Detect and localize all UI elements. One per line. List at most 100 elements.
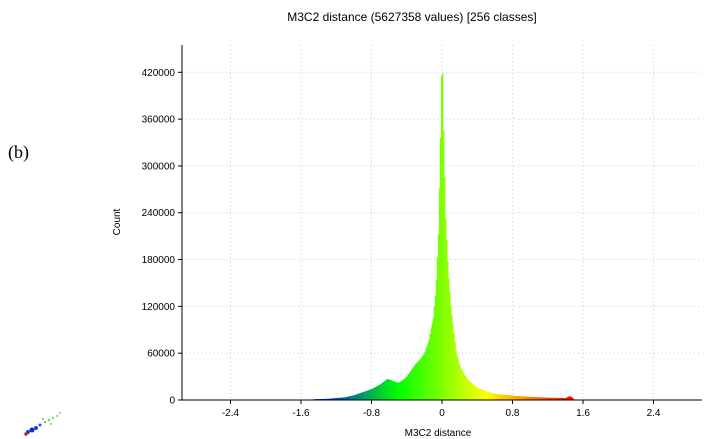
- histogram-bar: [469, 382, 472, 400]
- histogram-bar: [568, 396, 570, 400]
- histogram-bar: [385, 380, 387, 400]
- y-tick-label: 360000: [142, 115, 176, 126]
- y-tick-label: 240000: [142, 208, 176, 219]
- histogram-bar: [482, 389, 484, 400]
- histogram-bar: [328, 398, 330, 400]
- histogram-bar: [530, 396, 533, 400]
- histogram-bar: [449, 292, 451, 400]
- histogram-bar: [332, 398, 334, 400]
- histogram-bar: [477, 387, 479, 400]
- histogram-bar: [390, 380, 392, 400]
- histogram-bar: [500, 394, 503, 400]
- tick-labels: -2.4 -1.6 -0.8 0 0.8 1.6 2.4 0 60000 120000 180000…: [142, 68, 661, 419]
- histogram-bar: [422, 355, 424, 400]
- histogram-bar: [542, 397, 544, 400]
- histogram-bar: [334, 398, 336, 400]
- histogram-bar: [322, 398, 324, 400]
- thumbnail-point: [24, 432, 28, 436]
- histogram-bar: [471, 383, 474, 400]
- histogram-bar: [339, 397, 342, 400]
- histogram-bar: [520, 396, 522, 400]
- histogram-bar: [509, 395, 511, 400]
- histogram-bar: [489, 392, 491, 400]
- histogram-bar: [396, 382, 398, 400]
- histogram-bar: [393, 381, 395, 400]
- histogram-bar: [408, 372, 411, 400]
- histogram-bar: [324, 398, 326, 400]
- histogram-bar: [467, 380, 470, 400]
- histogram-bar: [499, 394, 502, 400]
- histogram-bar: [552, 397, 554, 400]
- histogram-bar: [526, 396, 529, 400]
- histogram-bar: [354, 395, 356, 400]
- histogram-bar: [415, 364, 417, 400]
- histogram-bar: [465, 377, 468, 400]
- histogram-bar: [532, 397, 535, 400]
- histogram-bar: [435, 279, 438, 400]
- histogram-bar: [343, 397, 346, 400]
- histogram-bar: [566, 397, 569, 400]
- histogram-bar: [358, 393, 360, 400]
- histogram-bar: [523, 396, 525, 400]
- histogram-bar: [418, 360, 420, 400]
- histogram-bar: [558, 397, 561, 400]
- histogram-bar: [464, 375, 467, 400]
- histogram-bar: [442, 73, 444, 400]
- thumbnail-point: [48, 419, 50, 421]
- histogram-bar: [389, 379, 391, 400]
- histogram-bar: [424, 351, 426, 400]
- histogram-bar: [409, 371, 412, 400]
- histogram-bar: [341, 397, 344, 400]
- histogram-bar: [382, 382, 384, 400]
- histogram-bar: [369, 389, 372, 400]
- histogram-bar: [434, 296, 437, 400]
- thumbnail-point: [44, 421, 46, 423]
- histogram-bar: [512, 395, 514, 400]
- point-cloud-thumbnail: [24, 412, 61, 436]
- y-axis-label: Count: [112, 208, 123, 235]
- histogram-bar: [557, 397, 560, 400]
- thumbnail-point: [38, 423, 42, 427]
- histogram-bar: [411, 369, 413, 400]
- x-tick-label: -1.6: [292, 408, 310, 419]
- histogram-bar: [326, 398, 328, 400]
- histogram-bar: [501, 394, 504, 400]
- histogram-bar: [357, 393, 359, 400]
- histogram-bar: [428, 339, 430, 400]
- histogram-bar: [559, 397, 562, 400]
- histogram-bars: [309, 73, 575, 401]
- histogram-bar: [508, 395, 510, 400]
- histogram-bar: [355, 394, 357, 400]
- histogram-bar: [387, 379, 389, 400]
- histogram-bar: [540, 397, 542, 400]
- histogram-bar: [549, 397, 551, 400]
- histogram-bar: [562, 398, 565, 400]
- histogram-bar: [550, 397, 552, 400]
- histogram-bar: [541, 397, 543, 400]
- histogram-bar: [481, 389, 483, 400]
- histogram-bar: [345, 396, 348, 400]
- histogram-bar: [444, 176, 446, 400]
- histogram-bar: [349, 396, 351, 400]
- thumbnail-point: [34, 426, 38, 430]
- histogram-bar: [325, 398, 327, 400]
- histogram-bar: [353, 395, 355, 400]
- histogram-bar: [437, 234, 440, 400]
- histogram-bar: [456, 355, 458, 400]
- histogram-bar: [534, 397, 537, 400]
- histogram-bar: [565, 397, 568, 400]
- histogram-bar: [330, 398, 332, 400]
- histogram-bar: [507, 395, 509, 400]
- histogram-bar: [514, 395, 516, 400]
- histogram-bar: [460, 368, 462, 400]
- x-tick-label: 0.8: [506, 408, 520, 419]
- histogram-bar: [430, 328, 432, 400]
- histogram-bar: [361, 392, 363, 400]
- histogram-bar: [431, 323, 434, 400]
- histogram-bar: [426, 345, 428, 400]
- histogram-bar: [432, 317, 435, 400]
- histogram-bar: [381, 383, 383, 400]
- histogram-bar: [421, 356, 423, 400]
- histogram-bar: [554, 397, 556, 400]
- histogram-bar: [451, 315, 453, 400]
